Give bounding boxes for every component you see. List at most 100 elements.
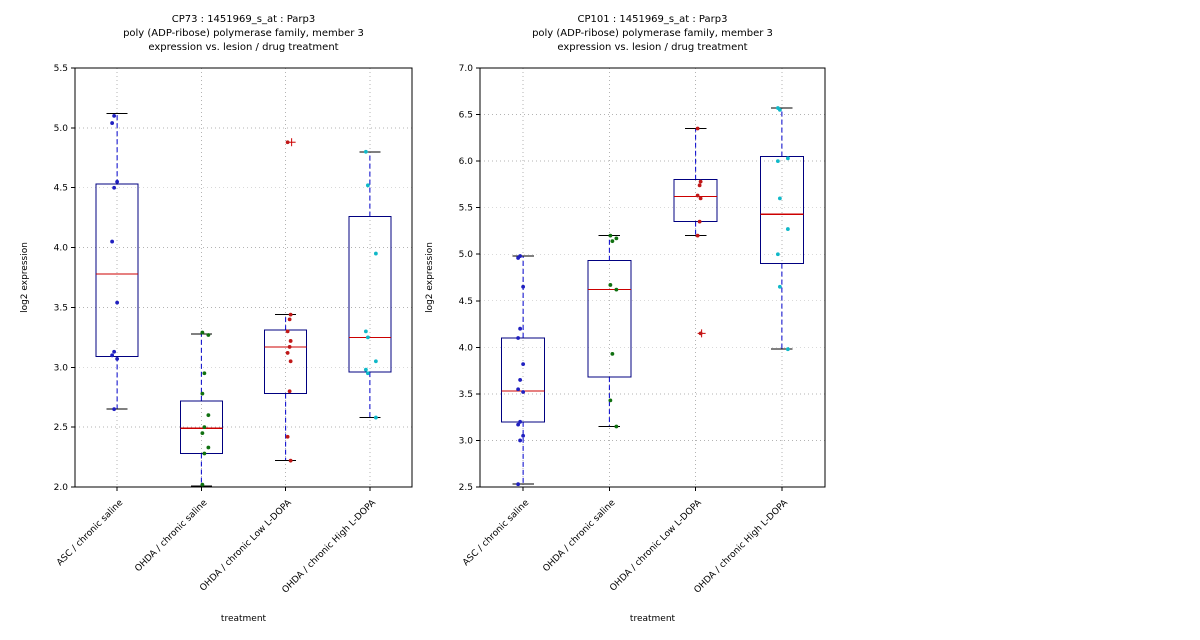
data-point [110, 121, 115, 125]
data-point [777, 196, 782, 201]
data-point [516, 422, 521, 427]
data-point [610, 351, 615, 356]
x-tick-label: OHDA / chronic High L-DOPA [280, 497, 378, 595]
data-point [285, 329, 290, 334]
y-tick-label: 6.5 [459, 111, 473, 121]
data-point [518, 326, 523, 331]
data-point [608, 283, 613, 287]
y-tick-label: 4.5 [459, 297, 473, 307]
axes-frame [479, 67, 826, 488]
x-tick-label: OHDA / chronic Low L-DOPA [608, 497, 704, 593]
data-point [785, 156, 790, 161]
data-point [608, 233, 613, 238]
y-tick-label: 6.0 [459, 157, 474, 167]
data-point [608, 398, 613, 403]
box [759, 155, 804, 265]
chart-title-line: expression vs. lesion / drug treatment [557, 42, 747, 53]
data-point [518, 378, 523, 382]
data-point [614, 236, 619, 241]
data-point [202, 425, 207, 430]
data-point [775, 159, 780, 164]
x-tick-label: ASC / chronic saline [461, 498, 531, 568]
data-point [287, 317, 292, 322]
data-point [115, 179, 120, 184]
y-tick-label: 2.0 [54, 483, 69, 493]
boxplot-cp101: 2.5 3.0 3.5 4.0 4.5 5.0 5.5 6.0 6.5 7.0 ASC / chro… [405, 0, 875, 640]
data-point [777, 108, 782, 112]
chart-svg: 2.5 3.0 3.5 4.0 4.5 5.0 5.5 6.0 6.5 7.0 ASC / chro… [425, 14, 826, 624]
y-axis-label: log2 expression [425, 242, 435, 313]
data-point [698, 331, 703, 336]
data-point [206, 413, 211, 418]
x-tick-label: OHDA / chronic saline [541, 498, 617, 574]
y-tick-label: 2.5 [459, 483, 473, 493]
data-point [521, 362, 526, 366]
data-point [516, 336, 521, 340]
data-point [785, 347, 790, 352]
data-point [287, 345, 292, 349]
data-point [206, 445, 211, 450]
data-point [112, 349, 117, 354]
chart-title-line: poly (ADP-ribose) polymerase family, mem… [123, 28, 364, 39]
data-point [518, 419, 523, 424]
data-point [698, 196, 703, 201]
data-point [365, 183, 370, 188]
data-point [365, 335, 370, 340]
chart-title-line: poly (ADP-ribose) polymerase family, mem… [532, 28, 773, 39]
data-point [697, 183, 702, 188]
box [264, 329, 308, 395]
y-tick-label: 5.0 [54, 124, 69, 134]
chart-svg: 2.0 2.5 3.0 3.5 4.0 4.5 5.0 5.5 ASC / chronic sa… [20, 14, 413, 624]
data-point [112, 407, 117, 412]
data-point [697, 219, 702, 224]
y-tick-label: 5.5 [459, 204, 473, 214]
data-point [115, 357, 120, 361]
data-point [285, 140, 290, 145]
chart-title-line: expression vs. lesion / drug treatment [148, 42, 338, 53]
box [673, 179, 718, 223]
data-point [200, 431, 205, 436]
x-tick-label: ASC / chronic saline [55, 498, 125, 568]
data-point [288, 359, 293, 364]
data-point [516, 482, 521, 487]
data-point [516, 256, 521, 260]
x-axis-label: treatment [630, 614, 676, 624]
data-point [777, 284, 782, 289]
x-tick-label: OHDA / chronic High L-DOPA [692, 497, 790, 595]
y-tick-label: 3.5 [54, 303, 68, 313]
data-point [521, 284, 526, 289]
data-point [695, 233, 700, 238]
data-point [775, 252, 780, 257]
data-point [112, 113, 117, 118]
data-point [373, 359, 378, 364]
data-point [698, 179, 703, 184]
data-point [115, 300, 120, 305]
y-tick-label: 5.0 [459, 250, 474, 260]
data-point [516, 387, 521, 392]
y-tick-label: 4.0 [54, 244, 69, 254]
data-point [202, 371, 207, 376]
x-axis-label: treatment [221, 614, 267, 624]
chart-title-line: CP101 : 1451969_s_at : Parp3 [578, 14, 728, 25]
data-point [288, 339, 293, 343]
chart-title-line: CP73 : 1451969_s_at : Parp3 [172, 14, 316, 25]
data-point [614, 424, 619, 429]
data-point [200, 330, 205, 335]
axes-frame [74, 67, 413, 488]
data-point [610, 239, 615, 244]
data-point [200, 482, 205, 487]
data-point [206, 333, 211, 337]
data-point [521, 433, 526, 438]
data-point [285, 434, 290, 439]
data-point [200, 391, 205, 396]
y-tick-label: 2.5 [54, 423, 68, 433]
x-tick-label: OHDA / chronic saline [133, 498, 209, 574]
data-point [695, 193, 700, 198]
y-tick-label: 4.0 [459, 343, 474, 353]
y-tick-label: 5.5 [54, 64, 68, 74]
box [95, 183, 139, 358]
data-point [521, 390, 526, 394]
y-tick-label: 3.5 [459, 390, 473, 400]
y-tick-label: 3.0 [459, 436, 474, 446]
